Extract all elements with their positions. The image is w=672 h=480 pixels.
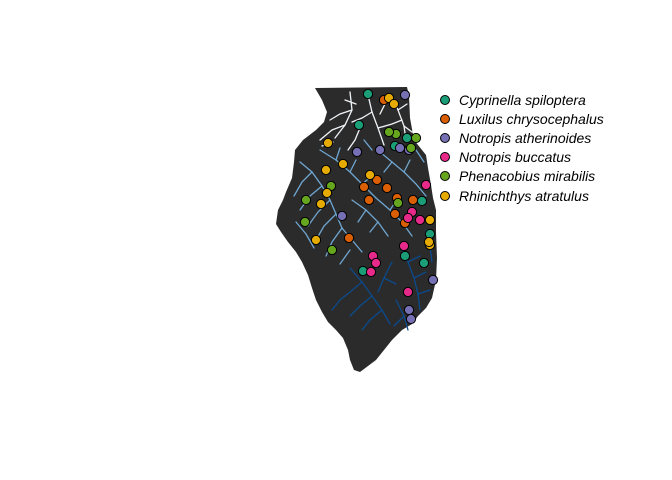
occurrence-point: [420, 179, 432, 191]
occurrence-point: [389, 208, 401, 220]
legend-marker-icon: [440, 171, 450, 182]
legend-item: Rhinichthys atratulus: [440, 186, 604, 205]
legend-item: Notropis atherinoides: [440, 128, 604, 147]
occurrence-point: [405, 313, 417, 325]
legend-marker-icon: [440, 94, 450, 105]
legend-label: Notropis atherinoides: [459, 129, 592, 146]
occurrence-point: [315, 198, 327, 210]
occurrence-point: [326, 244, 338, 256]
occurrence-point: [401, 132, 413, 144]
legend-marker-icon: [440, 132, 450, 143]
legend-label: Luxilus chrysocephalus: [459, 110, 604, 127]
occurrence-point: [374, 144, 386, 156]
legend-item: Phenacobius mirabilis: [440, 167, 604, 186]
occurrence-point: [364, 169, 376, 181]
occurrence-point: [299, 216, 311, 228]
occurrence-point: [424, 214, 436, 226]
occurrence-point: [402, 212, 414, 224]
occurrence-point: [403, 304, 415, 316]
occurrence-point: [336, 210, 348, 222]
occurrence-point: [398, 240, 410, 252]
legend-item: Luxilus chrysocephalus: [440, 109, 604, 128]
occurrence-point: [351, 146, 363, 158]
occurrence-point: [416, 195, 428, 207]
species-legend: Cyprinella spiloptera Luxilus chrysoceph…: [440, 90, 604, 205]
occurrence-point: [381, 182, 393, 194]
occurrence-point: [370, 257, 382, 269]
occurrence-point: [358, 181, 370, 193]
occurrence-point: [407, 194, 419, 206]
legend-label: Cyprinella spiloptera: [459, 91, 586, 108]
occurrence-point: [362, 88, 374, 100]
legend-label: Phenacobius mirabilis: [459, 168, 596, 185]
occurrence-point: [402, 286, 414, 298]
occurrence-point: [392, 197, 404, 209]
occurrence-point: [300, 194, 312, 206]
occurrence-point: [388, 98, 400, 110]
occurrence-point: [405, 142, 417, 154]
occurrence-point: [383, 126, 395, 138]
occurrence-point: [320, 164, 332, 176]
occurrence-point: [423, 236, 435, 248]
legend-label: Rhinichthys atratulus: [459, 187, 589, 204]
occurrence-point: [310, 234, 322, 246]
occurrence-point: [418, 257, 430, 269]
occurrence-point: [337, 158, 349, 170]
occurrence-point: [414, 214, 426, 226]
legend-item: Cyprinella spiloptera: [440, 90, 604, 109]
legend-label: Notropis buccatus: [459, 149, 572, 166]
occurrence-point: [427, 274, 439, 286]
occurrence-point: [399, 89, 411, 101]
occurrence-point: [399, 250, 411, 262]
legend-marker-icon: [440, 152, 450, 163]
occurrence-point: [394, 142, 406, 154]
occurrence-point: [371, 174, 383, 186]
occurrence-point: [410, 132, 422, 144]
occurrence-point: [363, 194, 375, 206]
legend-marker-icon: [440, 190, 450, 201]
occurrence-point: [365, 266, 377, 278]
occurrence-point: [322, 137, 334, 149]
illinois-state-shape: [276, 87, 437, 372]
occurrence-point: [353, 119, 365, 131]
legend-marker-icon: [440, 113, 450, 124]
occurrence-point: [321, 187, 333, 199]
legend-item: Notropis buccatus: [440, 148, 604, 167]
occurrence-points: [299, 88, 439, 325]
occurrence-point: [343, 232, 355, 244]
